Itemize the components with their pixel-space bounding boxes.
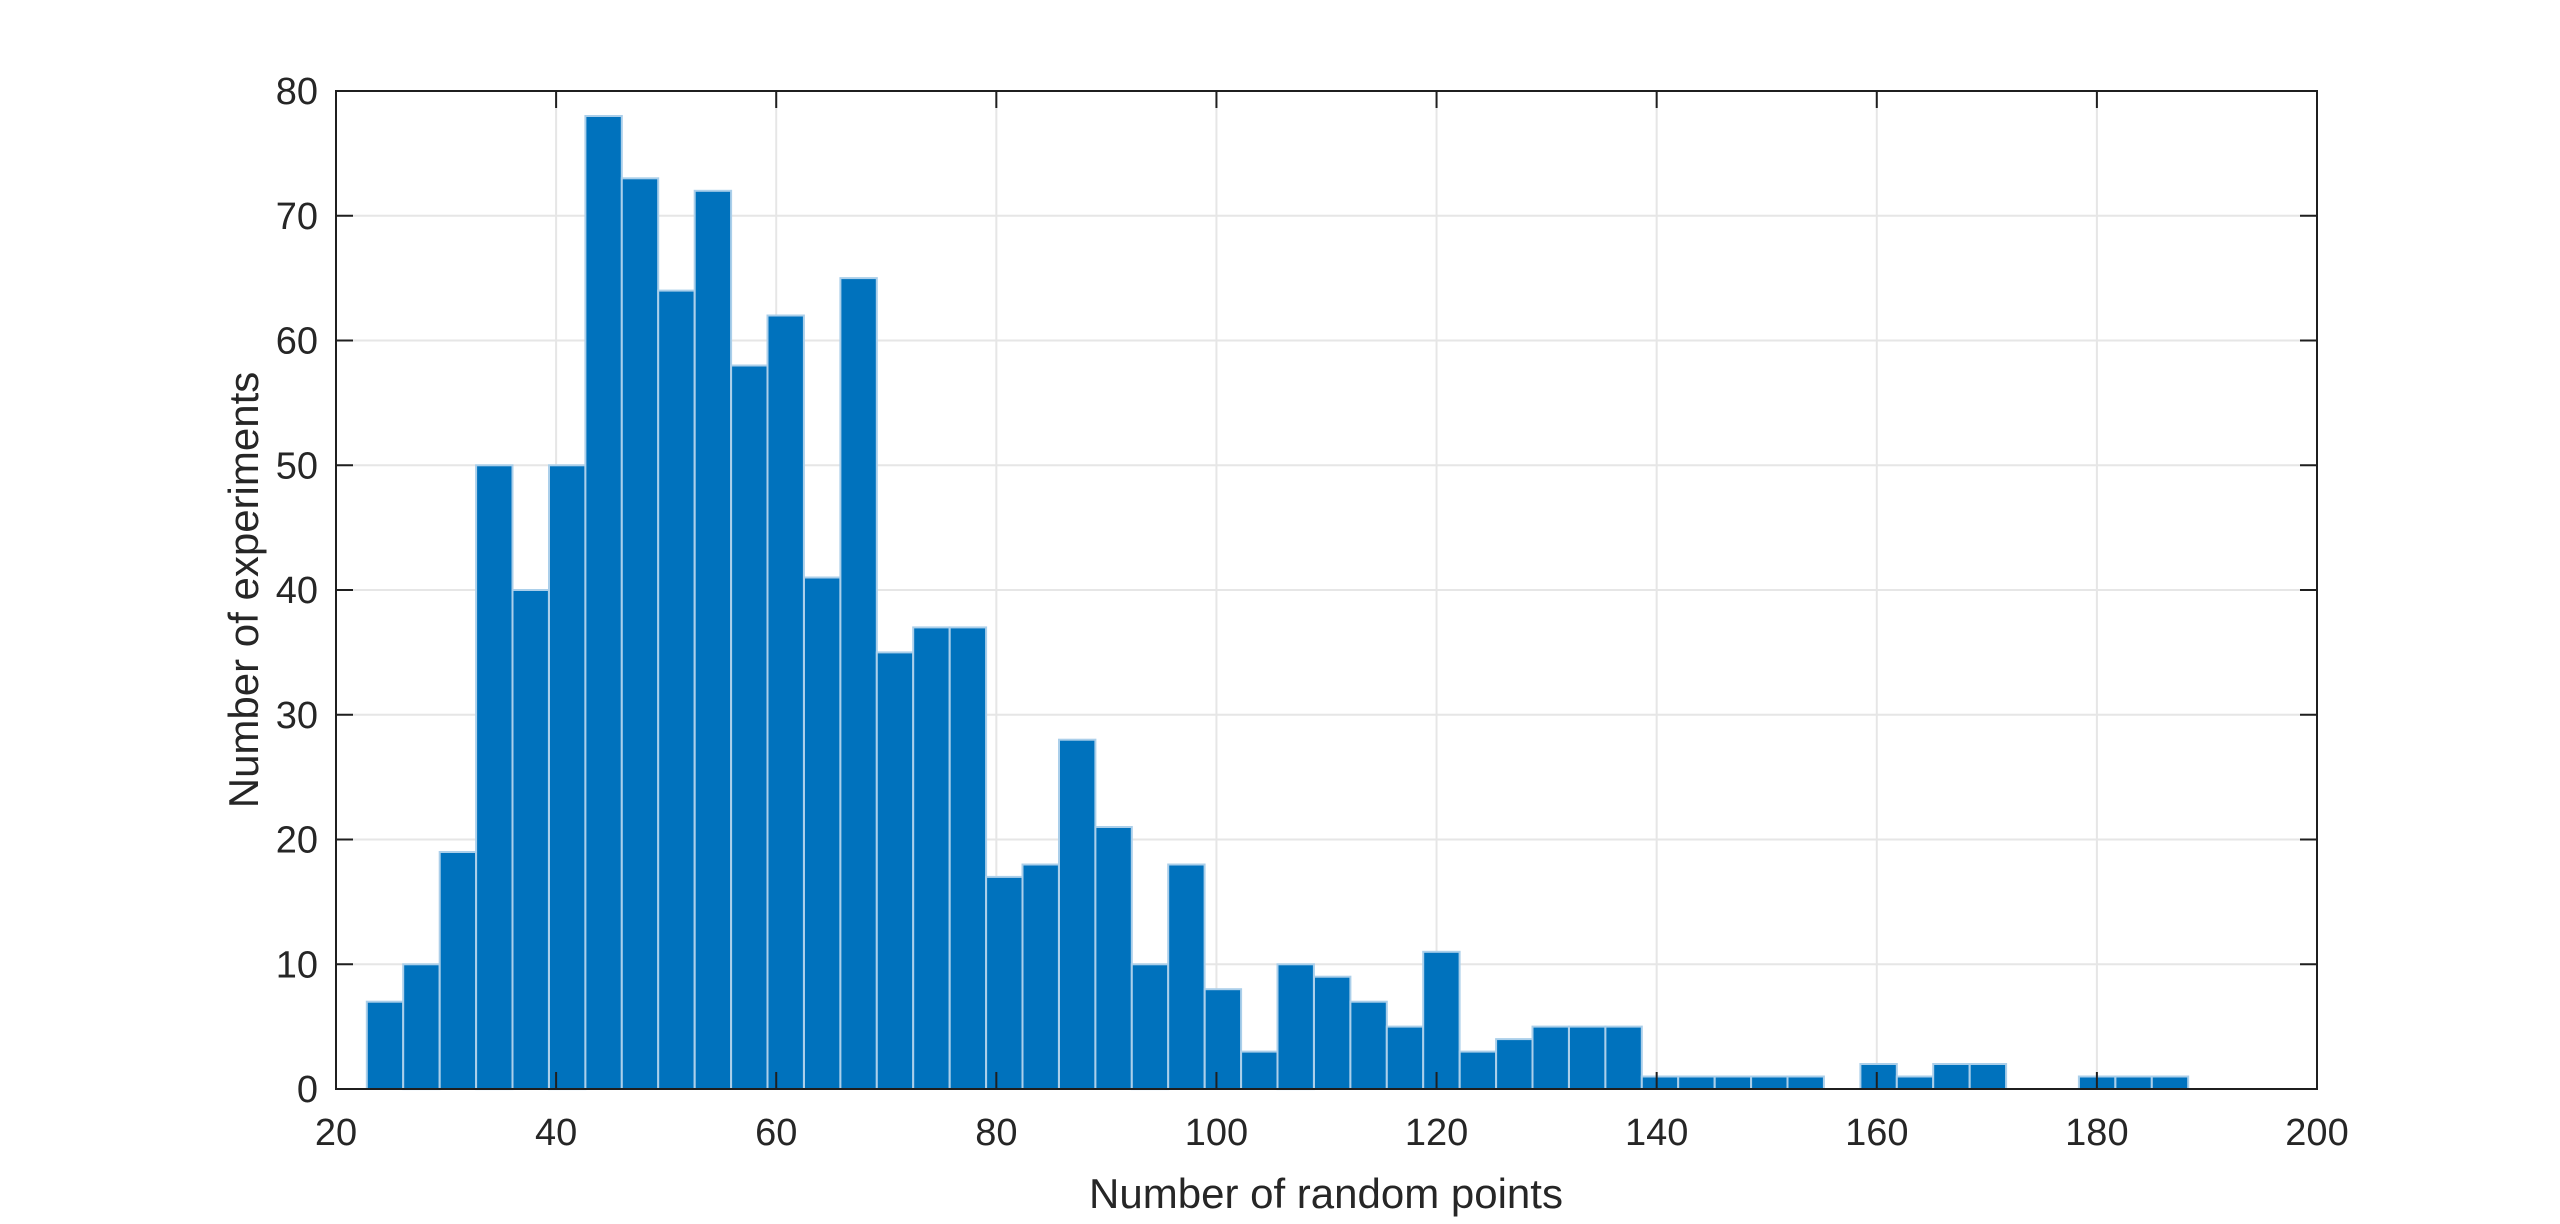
- histogram-bar: [1895, 1075, 1935, 1090]
- histogram-bar: [1640, 1075, 1680, 1090]
- y-tick-label: 20: [276, 820, 318, 862]
- y-tick-label: 40: [276, 570, 318, 612]
- x-tick-label: 60: [755, 1112, 797, 1154]
- histogram-bar: [1094, 826, 1133, 1090]
- histogram-bar: [657, 289, 696, 1091]
- x-tick-label: 120: [1405, 1112, 1468, 1154]
- histogram-bar: [1968, 1063, 2008, 1090]
- histogram-bar: [875, 651, 915, 1091]
- histogram-bar: [985, 875, 1024, 1091]
- y-tick-label: 30: [276, 695, 318, 737]
- x-tick-label: 80: [975, 1112, 1017, 1154]
- x-tick-label: 100: [1185, 1112, 1248, 1154]
- y-axis-label: Number of experiments: [220, 372, 267, 809]
- histogram-bar: [1167, 863, 1206, 1090]
- histogram-bar: [1385, 1025, 1425, 1090]
- y-tick-label: 10: [276, 944, 318, 986]
- tick-labels: 20 40 60 80 100 120 140 160 180 200 0 10 20 30 40 50 60 7…: [276, 71, 2349, 1154]
- histogram-bar: [402, 963, 441, 1091]
- histogram-bar: [1458, 1050, 1498, 1090]
- histogram-bar: [1203, 988, 1243, 1091]
- histogram-bar: [912, 626, 951, 1091]
- histogram-bar: [1349, 1000, 1388, 1091]
- histogram-bar: [1021, 863, 1060, 1090]
- histogram-bar: [2114, 1075, 2153, 1090]
- y-tick-label: 0: [297, 1069, 318, 1111]
- histogram-bar: [365, 1000, 405, 1091]
- y-tick-label: 50: [276, 445, 318, 487]
- x-tick-label: 180: [2065, 1112, 2128, 1154]
- histogram-bar: [693, 189, 733, 1091]
- histogram-bar: [766, 314, 805, 1090]
- histogram-bar: [475, 464, 514, 1091]
- y-tick-label: 80: [276, 71, 318, 113]
- histogram-bar: [1604, 1025, 1643, 1090]
- histogram-bar: [1568, 1025, 1607, 1090]
- x-tick-label: 140: [1625, 1112, 1688, 1154]
- histogram-bar: [1313, 975, 1352, 1091]
- histogram-bar: [1531, 1025, 1570, 1090]
- histogram-bar: [1786, 1075, 1825, 1090]
- histogram-bar: [584, 115, 623, 1090]
- histogram-bar: [803, 576, 842, 1090]
- y-tick-label: 60: [276, 321, 318, 363]
- histogram-bar: [1932, 1063, 1971, 1090]
- histogram-bar: [620, 177, 660, 1091]
- x-tick-label: 200: [2285, 1112, 2348, 1154]
- histogram-bar: [1130, 963, 1170, 1091]
- histogram-bar: [1750, 1075, 1789, 1090]
- histogram-bar: [1859, 1063, 1898, 1090]
- histogram-bar: [511, 589, 550, 1090]
- histogram-bar: [2150, 1075, 2190, 1090]
- histogram-bar: [730, 364, 769, 1090]
- histogram-bar: [839, 277, 878, 1091]
- histogram-bar: [1495, 1038, 1534, 1090]
- x-tick-label: 40: [535, 1112, 577, 1154]
- histogram-bar: [548, 464, 587, 1091]
- histogram-bar: [1240, 1050, 1279, 1090]
- histogram-bar: [1677, 1075, 1716, 1090]
- histogram-bar: [1713, 1075, 1753, 1090]
- histogram-bar: [948, 626, 988, 1091]
- x-tick-label: 160: [1845, 1112, 1908, 1154]
- y-tick-label: 70: [276, 196, 318, 238]
- x-tick-label: 20: [315, 1112, 357, 1154]
- axes-box-and-ticks: [335, 90, 2318, 1090]
- histogram-bar: [1422, 950, 1461, 1090]
- histogram-bar: [1276, 963, 1315, 1091]
- x-axis-label: Number of random points: [1089, 1170, 1563, 1217]
- histogram-bars: [365, 115, 2190, 1091]
- histogram-bar: [1058, 738, 1097, 1090]
- histogram-bar: [438, 851, 478, 1090]
